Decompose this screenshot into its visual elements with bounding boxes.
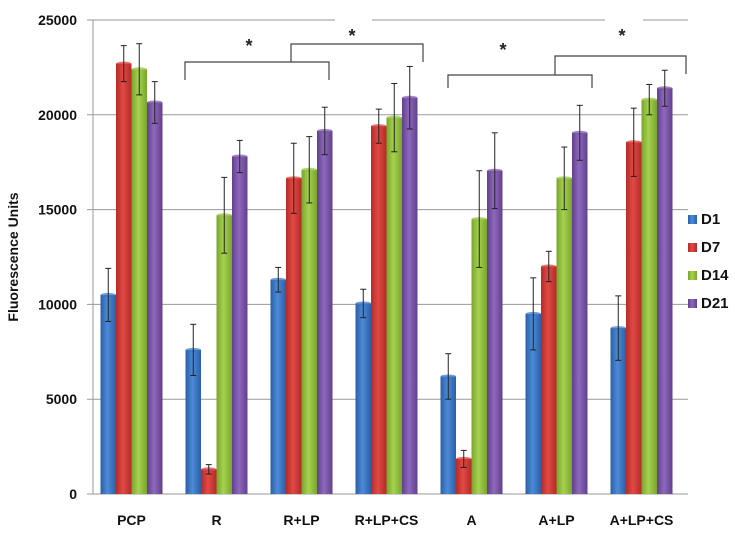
error-bar <box>476 170 483 268</box>
bar-d14-3 <box>386 117 402 495</box>
error-bar <box>290 142 297 214</box>
error-bar <box>190 323 197 376</box>
significance-bracket <box>554 55 687 75</box>
bar-d14-4 <box>471 219 487 494</box>
bar-d21-5 <box>572 132 588 494</box>
error-bar <box>661 69 668 107</box>
error-bar <box>530 277 537 351</box>
bar-d7-3 <box>371 126 387 495</box>
bar-d14-6 <box>641 99 657 494</box>
bar-d1-6 <box>610 328 626 494</box>
bar-d1-3 <box>355 303 371 494</box>
bar-d14-1 <box>216 215 232 494</box>
y-tick-label: 20000 <box>38 107 77 123</box>
error-bar <box>375 108 382 144</box>
bar-d7-2 <box>286 178 302 495</box>
legend-swatch-d21 <box>688 299 697 308</box>
error-bar <box>236 139 243 174</box>
bar-d1-1 <box>185 349 201 494</box>
bar-d1-4 <box>440 376 456 494</box>
bar-d1-2 <box>270 279 286 494</box>
y-tick-label: 15000 <box>38 202 77 218</box>
y-tick-label: 5000 <box>46 391 77 407</box>
bar-d21-0 <box>147 102 163 494</box>
x-tick-label: R+LP <box>283 512 319 528</box>
error-bar <box>105 267 112 322</box>
x-axis-labels: PCP R R+LP R+LP+CS A A+LP A+LP+CS <box>117 512 673 528</box>
error-bar <box>391 83 398 153</box>
legend-label: D21 <box>701 295 729 312</box>
legend-label: D1 <box>701 211 720 228</box>
legend-swatch-d1 <box>688 215 697 224</box>
gridline-gap <box>335 18 372 22</box>
bar-d21-3 <box>402 97 418 495</box>
significance-bracket <box>447 74 593 88</box>
error-bar <box>136 43 143 96</box>
error-bar <box>646 83 653 116</box>
bar-d7-5 <box>541 266 557 494</box>
x-tick-label: A+LP <box>538 512 574 528</box>
bar-d21-4 <box>487 170 503 494</box>
significance-bracket <box>290 43 424 62</box>
legend-label: D14 <box>701 267 729 284</box>
significance-marker: * <box>245 36 252 56</box>
y-tick-label: 0 <box>69 486 77 502</box>
bar-d14-5 <box>556 178 572 495</box>
legend-swatch-d7 <box>688 243 697 252</box>
error-bar <box>205 464 212 475</box>
error-bar <box>406 65 413 130</box>
x-tick-label: A <box>466 512 476 528</box>
bar-d1-0 <box>100 294 116 494</box>
significance-bracket <box>184 61 330 80</box>
x-tick-label: R+LP+CS <box>355 512 419 528</box>
bar-d7-4 <box>456 458 472 494</box>
bar-d21-6 <box>657 88 673 495</box>
error-bar <box>306 136 313 204</box>
error-bar <box>615 295 622 361</box>
legend-label: D7 <box>701 239 720 256</box>
y-axis-label: Fluorescence Units <box>5 192 21 321</box>
error-bar <box>630 107 637 177</box>
bar-d1-5 <box>525 313 541 494</box>
x-tick-label: PCP <box>117 512 146 528</box>
error-bar <box>151 81 158 124</box>
gridline-gap <box>605 18 643 22</box>
error-bar <box>576 104 583 161</box>
error-bar <box>360 288 367 319</box>
significance-marker: * <box>499 40 506 60</box>
error-bar <box>491 132 498 210</box>
y-tick-label: 10000 <box>38 296 77 312</box>
error-bar <box>275 266 282 293</box>
x-tick-label: R <box>211 512 221 528</box>
bar-d14-0 <box>131 69 147 495</box>
error-bar <box>321 106 328 156</box>
error-bar <box>460 449 467 468</box>
y-tick-label: 25000 <box>38 12 77 28</box>
significance-marker: * <box>348 26 355 46</box>
error-bars <box>105 43 668 475</box>
bar-d7-6 <box>626 142 642 495</box>
error-bar <box>120 45 127 83</box>
significance-brackets: * * * * <box>184 26 687 88</box>
error-bar <box>221 176 228 254</box>
legend: D1 D7 D14 D21 <box>688 211 729 312</box>
bars <box>100 61 673 495</box>
bar-d21-1 <box>232 156 248 494</box>
bar-d7-1 <box>201 469 217 494</box>
legend-swatch-d14 <box>688 271 697 280</box>
bar-d21-2 <box>317 130 333 494</box>
significance-marker: * <box>618 26 625 46</box>
error-bar <box>561 146 568 211</box>
error-bar <box>545 250 552 283</box>
error-bar <box>445 353 452 400</box>
bar-d14-2 <box>301 169 317 494</box>
y-axis-ticks: 0 5000 10000 15000 20000 25000 <box>38 12 77 502</box>
bar-d7-0 <box>116 63 132 494</box>
x-tick-label: A+LP+CS <box>610 512 674 528</box>
